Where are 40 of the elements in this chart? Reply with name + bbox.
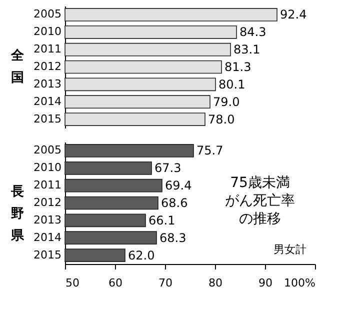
x-tick-label: 70 [158,276,172,290]
annotation: の推移 [239,211,281,227]
x-tick-label: 90 [258,276,272,290]
data-label: 67.3 [154,161,182,176]
data-label: 66.1 [148,213,176,228]
data-label: 75.7 [196,144,224,158]
y-axis-title: 長野県 [10,184,25,244]
x-tick-label: 60 [108,276,122,290]
y-axis-title: 全国 [10,48,25,86]
x-tick-label: 50 [66,276,80,290]
y-tick-label: 2015 [34,248,62,262]
data-label: 79.0 [213,94,240,109]
data-label: 68.3 [160,230,186,245]
y-tick-label: 2013 [34,213,62,226]
y-tick-label: 2005 [34,144,62,157]
data-label: 83.1 [234,42,260,57]
data-label: 92.4 [280,8,307,22]
y-tick-label: 2015 [34,112,62,126]
y-tick-label: 2012 [34,196,62,209]
data-label: 84.3 [240,25,266,40]
y-tick-label: 2010 [34,161,62,174]
x-tick-label: 100% [284,276,316,290]
y-tick-label: 2014 [34,94,62,108]
x-tick-label: 80 [208,276,222,290]
y-tick-label: 2013 [34,77,62,90]
y-tick-label: 2005 [34,8,62,21]
data-label: 81.3 [224,60,252,74]
data-label: 69.4 [165,178,192,193]
y-tick-label: 2012 [34,60,62,73]
annotation: 男女計 [274,243,306,256]
y-tick-label: 2011 [34,42,62,56]
annotation: がん死亡率 [225,193,295,209]
y-tick-label: 2011 [34,178,62,192]
y-tick-label: 2014 [34,230,62,244]
data-label: 80.1 [218,77,246,92]
data-label: 68.6 [161,196,188,210]
annotation: 75歳未満 [230,175,290,191]
y-tick-label: 2010 [34,25,62,38]
data-label: 62.0 [128,248,155,262]
data-label: 78.0 [208,112,235,126]
